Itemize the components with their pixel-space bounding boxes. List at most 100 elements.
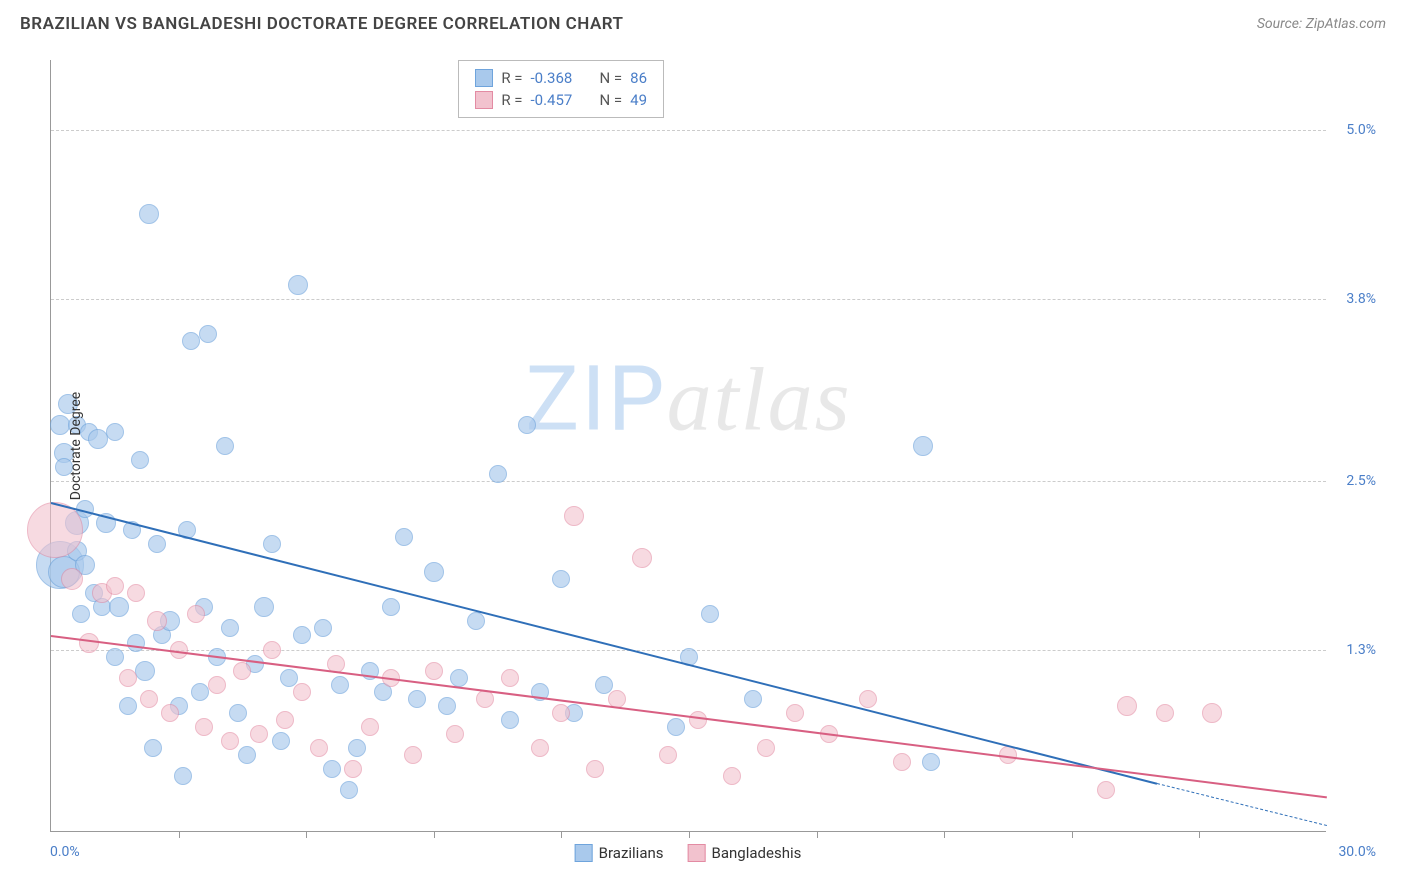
- data-point-brazilians: [106, 648, 124, 666]
- swatch-bangladeshis: [475, 91, 493, 109]
- data-point-bangladeshis: [425, 662, 443, 680]
- data-point-bangladeshis: [757, 739, 775, 757]
- data-point-brazilians: [199, 325, 217, 343]
- data-point-brazilians: [144, 739, 162, 757]
- x-max-label: 30.0%: [1338, 844, 1376, 860]
- data-point-brazilians: [238, 746, 256, 764]
- x-tick: [561, 831, 562, 838]
- legend-label: Brazilians: [599, 844, 664, 862]
- gridline: [51, 130, 1326, 131]
- x-min-label: 0.0%: [50, 844, 80, 860]
- legend: Brazilians Bangladeshis: [575, 844, 802, 862]
- data-point-bangladeshis: [1117, 696, 1137, 716]
- x-tick: [817, 831, 818, 838]
- data-point-brazilians: [50, 415, 70, 435]
- x-tick: [944, 831, 945, 838]
- data-point-bangladeshis: [632, 548, 652, 568]
- data-point-brazilians: [272, 732, 290, 750]
- data-point-brazilians: [109, 597, 129, 617]
- stat-n-value: 49: [630, 91, 647, 109]
- data-point-brazilians: [293, 626, 311, 644]
- data-point-bangladeshis: [161, 704, 179, 722]
- data-point-brazilians: [450, 669, 468, 687]
- legend-swatch-bangladeshis: [688, 844, 706, 862]
- data-point-bangladeshis: [786, 704, 804, 722]
- data-point-bangladeshis: [586, 760, 604, 778]
- data-point-brazilians: [191, 683, 209, 701]
- legend-swatch-brazilians: [575, 844, 593, 862]
- data-point-bangladeshis: [221, 732, 239, 750]
- watermark-part2: atlas: [667, 351, 852, 450]
- stat-r-label: R =: [501, 69, 522, 87]
- data-point-bangladeshis: [446, 725, 464, 743]
- data-point-brazilians: [489, 465, 507, 483]
- x-tick: [1072, 831, 1073, 838]
- data-point-bangladeshis: [893, 753, 911, 771]
- data-point-bangladeshis: [859, 690, 877, 708]
- y-axis-label: Doctorate Degree: [68, 392, 84, 500]
- data-point-bangladeshis: [140, 690, 158, 708]
- data-point-brazilians: [701, 605, 719, 623]
- watermark: ZIPatlas: [525, 347, 851, 452]
- data-point-bangladeshis: [564, 506, 584, 526]
- data-point-brazilians: [139, 204, 159, 224]
- legend-label: Bangladeshis: [712, 844, 802, 862]
- y-tick-label: 2.5%: [1346, 473, 1376, 489]
- x-tick: [306, 831, 307, 838]
- source-attribution: Source: ZipAtlas.com: [1257, 16, 1386, 32]
- data-point-brazilians: [174, 767, 192, 785]
- chart-title: BRAZILIAN VS BANGLADESHI DOCTORATE DEGRE…: [20, 14, 624, 34]
- data-point-brazilians: [922, 753, 940, 771]
- data-point-bangladeshis: [1097, 781, 1115, 799]
- data-point-brazilians: [348, 739, 366, 757]
- data-point-bangladeshis: [106, 577, 124, 595]
- data-point-bangladeshis: [147, 611, 167, 631]
- data-point-bangladeshis: [531, 739, 549, 757]
- data-point-brazilians: [408, 690, 426, 708]
- data-point-brazilians: [438, 697, 456, 715]
- data-point-brazilians: [424, 562, 444, 582]
- data-point-brazilians: [913, 436, 933, 456]
- data-point-bangladeshis: [361, 718, 379, 736]
- data-point-bangladeshis: [61, 568, 83, 590]
- data-point-brazilians: [72, 605, 90, 623]
- stat-n-label: N =: [600, 91, 623, 109]
- stat-r-label: R =: [501, 91, 522, 109]
- x-tick: [434, 831, 435, 838]
- y-tick-label: 3.8%: [1346, 291, 1376, 307]
- swatch-brazilians: [475, 69, 493, 87]
- stats-row-brazilians: R = -0.368 N = 86: [475, 67, 647, 89]
- data-point-brazilians: [552, 570, 570, 588]
- trend-line-brazilians: [51, 502, 1157, 785]
- data-point-bangladeshis: [501, 669, 519, 687]
- data-point-brazilians: [340, 781, 358, 799]
- data-point-brazilians: [135, 661, 155, 681]
- data-point-bangladeshis: [250, 725, 268, 743]
- legend-item-brazilians: Brazilians: [575, 844, 664, 862]
- data-point-bangladeshis: [1202, 703, 1222, 723]
- data-point-bangladeshis: [195, 718, 213, 736]
- chart-container: ZIPatlas 1.3%2.5%3.8%5.0% Doctorate Degr…: [50, 60, 1326, 832]
- data-point-brazilians: [667, 718, 685, 736]
- data-point-brazilians: [182, 332, 200, 350]
- data-point-brazilians: [263, 535, 281, 553]
- trend-line-dash-brazilians: [1157, 783, 1327, 826]
- data-point-brazilians: [744, 690, 762, 708]
- data-point-brazilians: [148, 535, 166, 553]
- data-point-brazilians: [127, 634, 145, 652]
- data-point-brazilians: [131, 451, 149, 469]
- data-point-brazilians: [106, 423, 124, 441]
- x-tick: [689, 831, 690, 838]
- data-point-bangladeshis: [276, 711, 294, 729]
- data-point-brazilians: [323, 760, 341, 778]
- data-point-bangladeshis: [552, 704, 570, 722]
- gridline: [51, 299, 1326, 300]
- stat-n-value: 86: [630, 69, 647, 87]
- data-point-brazilians: [288, 275, 308, 295]
- data-point-brazilians: [254, 597, 274, 617]
- plot-area: ZIPatlas 1.3%2.5%3.8%5.0%: [50, 60, 1326, 832]
- data-point-brazilians: [88, 429, 108, 449]
- data-point-brazilians: [395, 528, 413, 546]
- data-point-brazilians: [382, 598, 400, 616]
- data-point-bangladeshis: [310, 739, 328, 757]
